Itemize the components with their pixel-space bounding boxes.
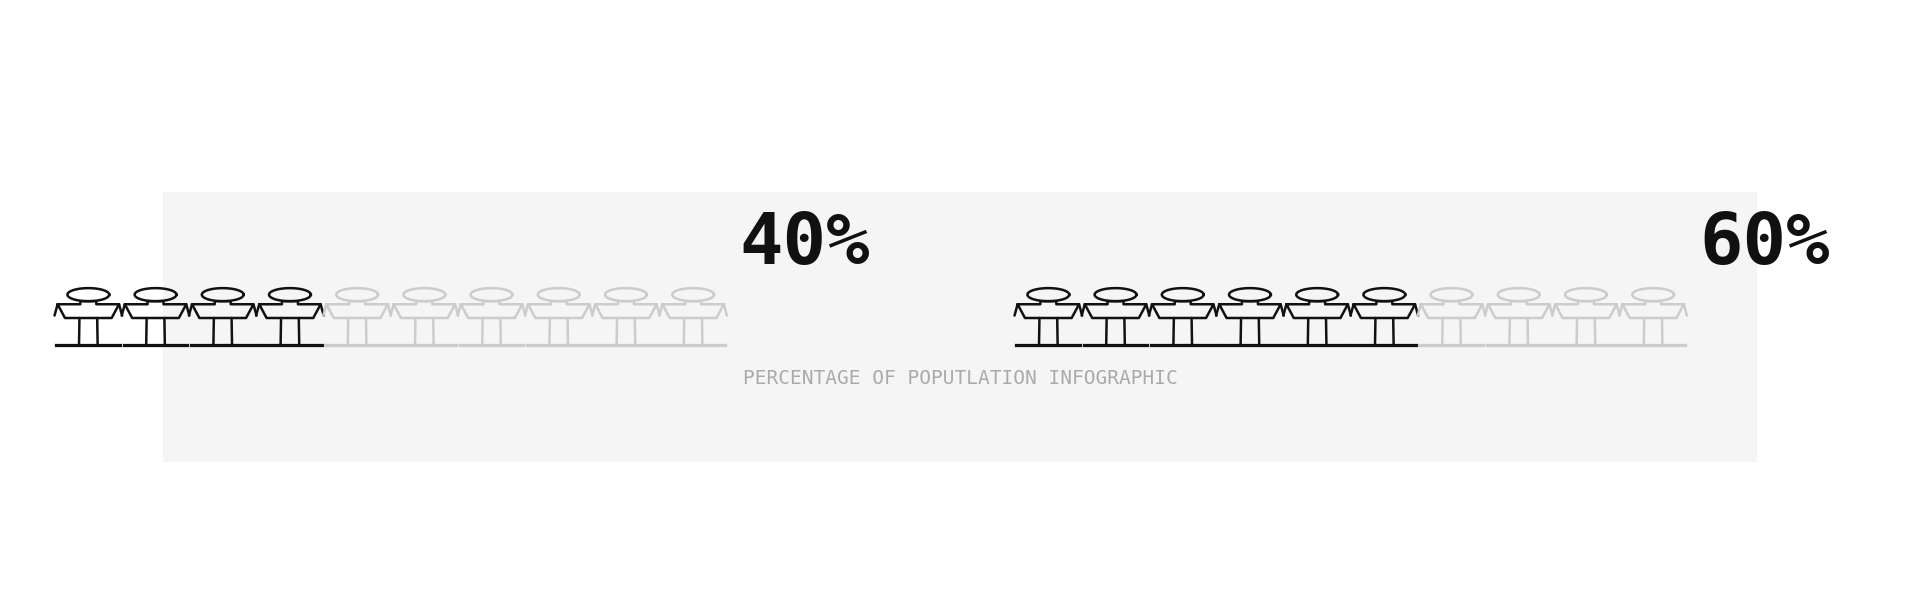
Text: 60%: 60% bbox=[1699, 210, 1830, 279]
Text: 40%: 40% bbox=[739, 210, 870, 279]
FancyBboxPatch shape bbox=[163, 192, 1757, 462]
Text: PERCENTAGE OF POPUTLATION INFOGRAPHIC: PERCENTAGE OF POPUTLATION INFOGRAPHIC bbox=[743, 368, 1177, 388]
